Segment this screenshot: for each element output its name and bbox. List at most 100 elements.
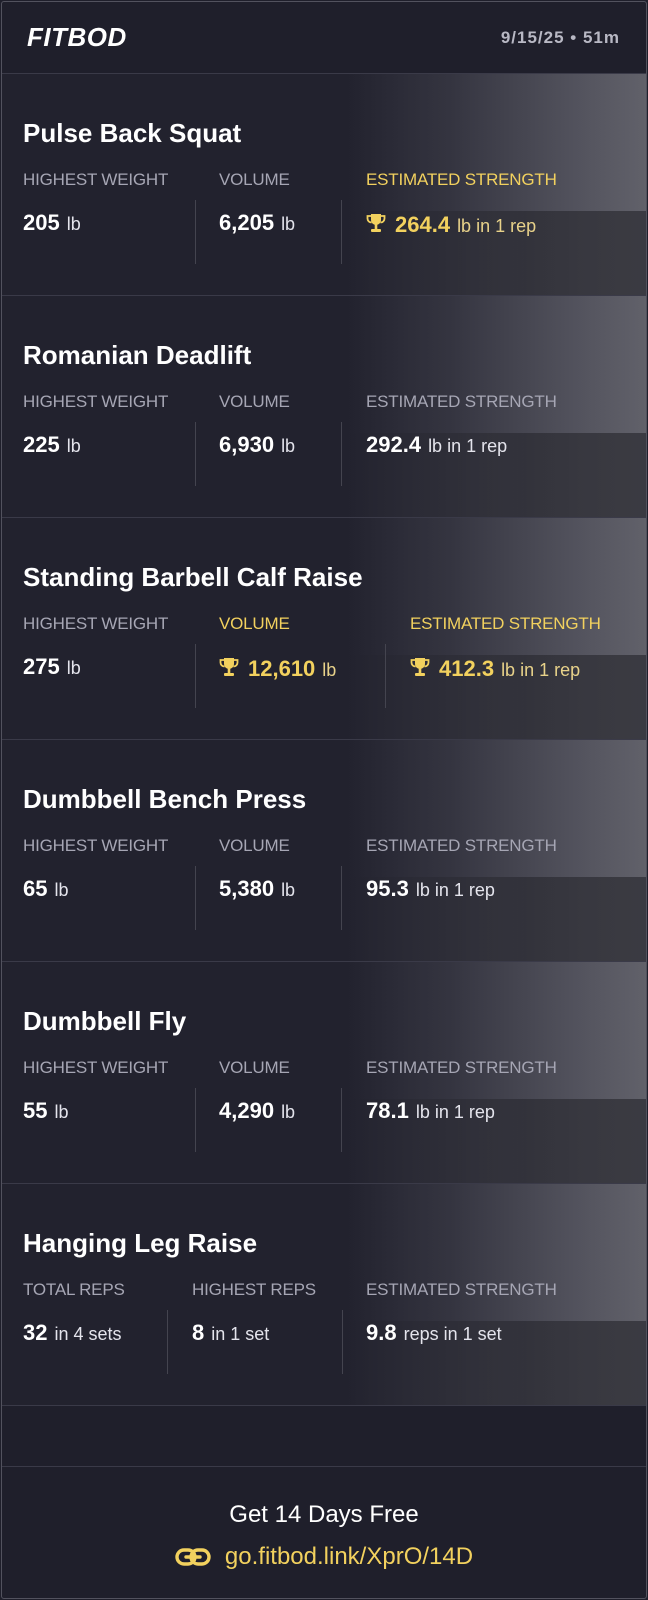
stat-value-row: 275 lb [23,654,168,680]
stat-column: VOLUME 4,290 lb [219,1058,295,1124]
photo-floor [346,433,646,517]
trophy-icon [219,658,239,676]
cta-text: Get 14 Days Free [229,1501,419,1528]
stat-divider [341,200,342,264]
stat-value-row: 95.3 lb in 1 rep [366,876,557,902]
stat-value: 12,610 [248,656,316,681]
photo-wall [346,962,646,1100]
stat-value: 6,205 [219,210,275,235]
exercise-card: Romanian Deadlift HIGHEST WEIGHT 225 lb VOLU… [2,296,646,518]
stat-divider [341,866,342,930]
stat-column: VOLUME 12,610 lb [219,614,336,682]
exercise-title: Pulse Back Squat [23,118,242,148]
stat-unit: in 1 set [211,1324,270,1344]
stat-label: HIGHEST REPS [192,1280,316,1299]
exercise-title: Dumbbell Bench Press [23,784,307,814]
stat-column: HIGHEST WEIGHT 275 lb [23,614,168,680]
stat-value: 78.1 [366,1098,409,1123]
stat-column: HIGHEST WEIGHT 205 lb [23,170,168,236]
stat-value-row: 65 lb [23,876,168,902]
stat-column: TOTAL REPS 32 in 4 sets [23,1280,125,1346]
stat-value-row: 9.8 reps in 1 set [366,1320,557,1346]
stat-column: VOLUME 6,205 lb [219,170,295,236]
stat-value-row: 205 lb [23,210,168,236]
photo-wall [346,740,646,878]
stat-column: HIGHEST WEIGHT 225 lb [23,392,168,458]
stat-column: VOLUME 6,930 lb [219,392,295,458]
stat-unit: lb [322,660,337,680]
stat-unit: lb in 1 rep [457,216,537,236]
stat-divider [167,1310,168,1374]
stat-label: VOLUME [219,836,290,855]
stat-unit: lb [54,1102,69,1122]
referral-link-text: go.fitbod.link/XprO/14D [224,1543,474,1570]
stat-value-row: 225 lb [23,432,168,458]
stat-column: ESTIMATED STRENGTH 264.4 lb in 1 rep [366,170,557,238]
stat-value: 55 [23,1098,48,1123]
stat-label: ESTIMATED STRENGTH [366,836,557,855]
trophy-icon [366,214,386,232]
stat-label: HIGHEST WEIGHT [23,1058,169,1077]
exercise-photo [346,296,646,517]
stat-label: VOLUME [219,392,290,411]
stat-label: HIGHEST WEIGHT [23,836,169,855]
stat-divider [385,644,386,708]
photo-wall [346,296,646,434]
exercise-card: Pulse Back Squat HIGHEST WEIGHT 205 lb VOLUM… [2,74,646,296]
stat-divider [195,200,196,264]
stat-unit: lb in 1 rep [501,660,581,680]
stat-value: 6,930 [219,432,275,457]
stat-value: 412.3 [439,656,495,681]
stat-value-row: 6,205 lb [219,210,295,236]
photo-wall [346,518,646,656]
stat-label: HIGHEST WEIGHT [23,392,169,411]
stat-unit: lb [66,214,81,234]
photo-wall [346,1184,646,1322]
workout-date-duration: 9/15/25 • 51m [500,27,620,47]
footer: Get 14 Days Free go.fitbod.link/XprO/14D [2,1466,646,1598]
stat-divider [342,1310,343,1374]
photo-floor [346,877,646,961]
stat-divider [195,866,196,930]
stat-unit: lb [281,214,296,234]
exercise-title: Hanging Leg Raise [23,1228,258,1258]
stat-unit: reps in 1 set [403,1324,502,1344]
link-icon [175,1548,211,1566]
stat-unit: lb [281,880,296,900]
stat-label: VOLUME [219,1058,290,1077]
stat-unit: lb [54,880,69,900]
stat-value: 205 [23,210,60,235]
stat-divider [341,1088,342,1152]
stat-unit: lb in 1 rep [428,436,508,456]
exercise-photo [346,1184,646,1405]
stat-unit: lb in 1 rep [415,880,495,900]
exercise-card: Hanging Leg Raise TOTAL REPS 32 in 4 sets HI… [2,1184,646,1406]
stat-value-row: 8 in 1 set [192,1320,316,1346]
photo-floor [346,655,646,739]
stat-value: 292.4 [366,432,422,457]
stat-label: ESTIMATED STRENGTH [366,170,557,189]
fitbod-logo: FITBOD [27,22,127,52]
stat-divider [195,1088,196,1152]
stat-unit: lb [66,436,81,456]
exercise-card: Standing Barbell Calf Raise HIGHEST WEIGH… [2,518,646,740]
stat-value-row: 55 lb [23,1098,168,1124]
exercise-photo [346,74,646,295]
exercise-photo [346,962,646,1183]
exercise-title: Dumbbell Fly [23,1006,187,1036]
stat-value-row: 292.4 lb in 1 rep [366,432,557,458]
exercise-card: Dumbbell Fly HIGHEST WEIGHT 55 lb VOLUME 4,29… [2,962,646,1184]
stat-column: HIGHEST WEIGHT 55 lb [23,1058,168,1124]
stat-divider [195,422,196,486]
photo-floor [346,211,646,295]
stat-label: TOTAL REPS [23,1280,125,1299]
stat-column: ESTIMATED STRENGTH 412.3 lb in 1 rep [410,614,601,682]
stat-unit: lb [281,1102,296,1122]
stat-unit: lb in 1 rep [415,1102,495,1122]
stat-value-row: 12,610 lb [219,654,336,682]
stat-value-row: 6,930 lb [219,432,295,458]
referral-link[interactable]: go.fitbod.link/XprO/14D [2,1543,646,1571]
stat-column: VOLUME 5,380 lb [219,836,295,902]
stat-value: 95.3 [366,876,409,901]
